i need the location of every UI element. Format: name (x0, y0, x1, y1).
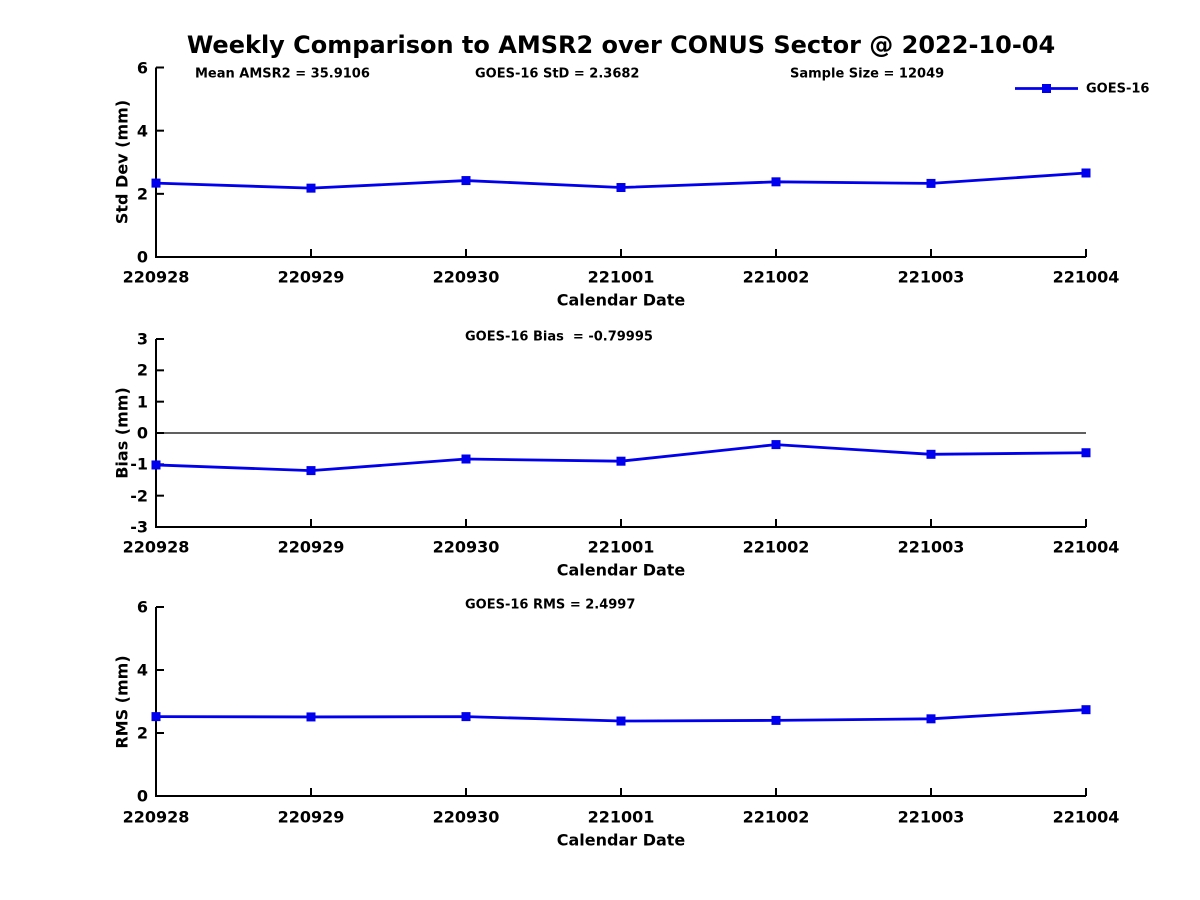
stddev-annotation: GOES-16 StD = 2.3682 (475, 66, 640, 82)
stddev-data-marker (461, 176, 471, 186)
bias-data-marker (926, 449, 936, 459)
stddev-annotation: Sample Size = 12049 (790, 66, 945, 82)
stddev-axes (155, 67, 1086, 258)
rms-xtick-label: 220930 (432, 807, 500, 827)
rms-data-marker (151, 712, 161, 722)
figure-title: Weekly Comparison to AMSR2 over CONUS Se… (186, 31, 1056, 59)
rms-data-marker (461, 712, 471, 722)
stddev-data-marker (616, 183, 626, 193)
stddev-data-marker (771, 177, 781, 187)
bias-ytick-label: -2 (130, 486, 148, 506)
rms-xtick-label: 221001 (587, 807, 655, 827)
rms-ytick-label: 6 (136, 597, 148, 617)
stddev-ylabel: Std Dev (mm) (112, 100, 132, 225)
bias-data-marker (1081, 448, 1091, 458)
rms-data-marker (1081, 705, 1091, 715)
stddev-xtick-label: 220928 (122, 267, 190, 287)
rms-xtick-label: 221003 (897, 807, 965, 827)
bias-xlabel: Calendar Date (556, 560, 686, 580)
bias-ytick-label: -1 (130, 454, 148, 474)
rms-ylabel: RMS (mm) (112, 654, 132, 749)
bias-annotation: GOES-16 Bias = -0.79995 (465, 329, 653, 345)
stddev-data-marker (151, 178, 161, 188)
rms-xtick-label: 220928 (122, 807, 190, 827)
stddev-data-marker (926, 178, 936, 188)
bias-xtick-label: 220930 (432, 537, 500, 557)
legend-marker (1042, 84, 1051, 93)
stddev-ytick-label: 0 (136, 247, 148, 267)
legend-label: GOES-16 (1086, 81, 1150, 96)
stddev-xtick-label: 221003 (897, 267, 965, 287)
bias-data-marker (306, 466, 316, 476)
stddev-xlabel: Calendar Date (556, 290, 686, 310)
stddev-ytick-label: 6 (136, 58, 148, 77)
rms-data-marker (616, 716, 626, 726)
bias-ytick-label: 1 (136, 392, 148, 412)
bias-data-marker (616, 456, 626, 466)
stddev-xtick-label: 220929 (277, 267, 345, 287)
rms-ytick-label: 0 (136, 786, 148, 806)
rms-ytick-label: 4 (136, 660, 148, 680)
stddev-ytick-label: 2 (136, 184, 148, 204)
rms-data-marker (771, 715, 781, 725)
rms-xlabel: Calendar Date (556, 830, 686, 850)
rms-data-marker (306, 712, 316, 722)
bias-ytick-label: 0 (136, 423, 148, 443)
rms-xtick-label: 220929 (277, 807, 345, 827)
rms-ytick-label: 2 (136, 723, 148, 743)
stddev-xtick-label: 221004 (1052, 267, 1120, 287)
stddev-data-marker (306, 183, 316, 193)
bias-xtick-label: 221001 (587, 537, 655, 557)
rms-data-marker (926, 714, 936, 724)
rms-annotation: GOES-16 RMS = 2.4997 (465, 597, 636, 613)
bias-xtick-label: 220928 (122, 537, 190, 557)
bias-ytick-label: -3 (130, 517, 148, 537)
rms-xtick-label: 221004 (1052, 807, 1120, 827)
bias-data-marker (151, 460, 161, 470)
rms-axes (155, 607, 1086, 797)
bias-data-marker (461, 454, 471, 464)
bias-xtick-label: 221003 (897, 537, 965, 557)
stddev-xtick-label: 220930 (432, 267, 500, 287)
stddev-annotation: Mean AMSR2 = 35.9106 (195, 66, 370, 82)
stddev-xtick-label: 221002 (742, 267, 810, 287)
bias-ylabel: Bias (mm) (112, 387, 132, 479)
stddev-xtick-label: 221001 (587, 267, 655, 287)
stddev-data-marker (1081, 168, 1091, 178)
bias-xtick-label: 220929 (277, 537, 345, 557)
bias-xtick-label: 221002 (742, 537, 810, 557)
rms-xtick-label: 221002 (742, 807, 810, 827)
stddev-ytick-label: 4 (136, 121, 148, 141)
bias-xtick-label: 221004 (1052, 537, 1120, 557)
bias-ytick-label: 3 (136, 329, 148, 349)
bias-data-marker (771, 440, 781, 450)
bias-ytick-label: 2 (136, 360, 148, 380)
